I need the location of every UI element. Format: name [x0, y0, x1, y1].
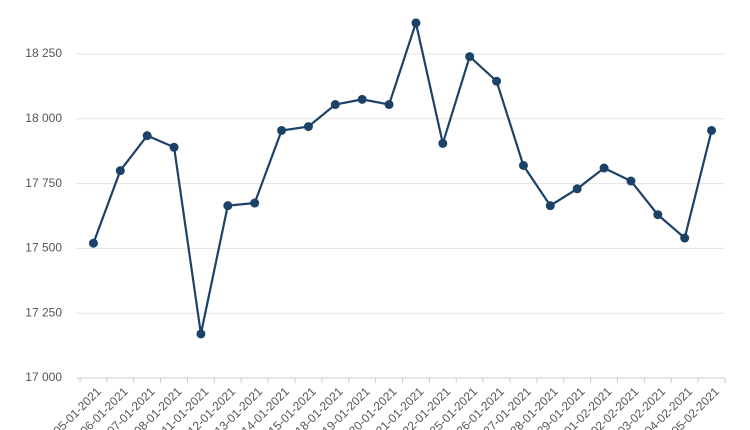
- point: [599, 163, 609, 173]
- point: [545, 201, 555, 211]
- point: [680, 233, 690, 243]
- point: [653, 210, 663, 220]
- point: [465, 52, 475, 62]
- point: [572, 184, 582, 194]
- y-tick-label: 17 250: [25, 305, 62, 319]
- y-tick-label: 18 250: [25, 46, 62, 60]
- point: [169, 142, 179, 152]
- y-tick-label: 17 500: [25, 241, 62, 255]
- point: [384, 100, 394, 110]
- point: [277, 125, 287, 135]
- line: [92, 18, 713, 335]
- point: [223, 201, 233, 211]
- point: [142, 131, 152, 141]
- point: [438, 138, 448, 148]
- point: [115, 166, 125, 176]
- point: [492, 76, 502, 86]
- point: [411, 18, 421, 28]
- point: [626, 176, 636, 186]
- point: [357, 94, 367, 104]
- point: [250, 198, 260, 208]
- point: [303, 122, 313, 132]
- point: [330, 100, 340, 110]
- point: [707, 125, 717, 135]
- y-tick-label: 18 000: [25, 111, 62, 125]
- point: [196, 329, 206, 339]
- point: [88, 238, 98, 248]
- y-tick-label: 17 000: [25, 370, 62, 384]
- point: [518, 160, 528, 170]
- y-tick-label: 17 750: [25, 176, 62, 190]
